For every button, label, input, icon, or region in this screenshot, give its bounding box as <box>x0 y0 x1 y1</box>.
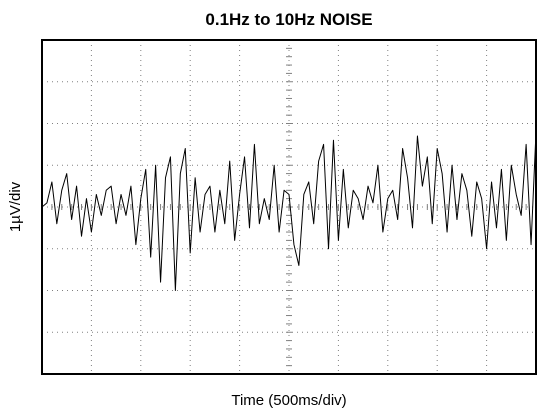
chart-title: 0.1Hz to 10Hz NOISE <box>205 10 372 29</box>
x-axis-label: Time (500ms/div) <box>231 392 346 409</box>
y-axis-label: 1µV/div <box>7 181 24 232</box>
grid-layer <box>42 40 536 374</box>
noise-trace <box>41 131 537 291</box>
